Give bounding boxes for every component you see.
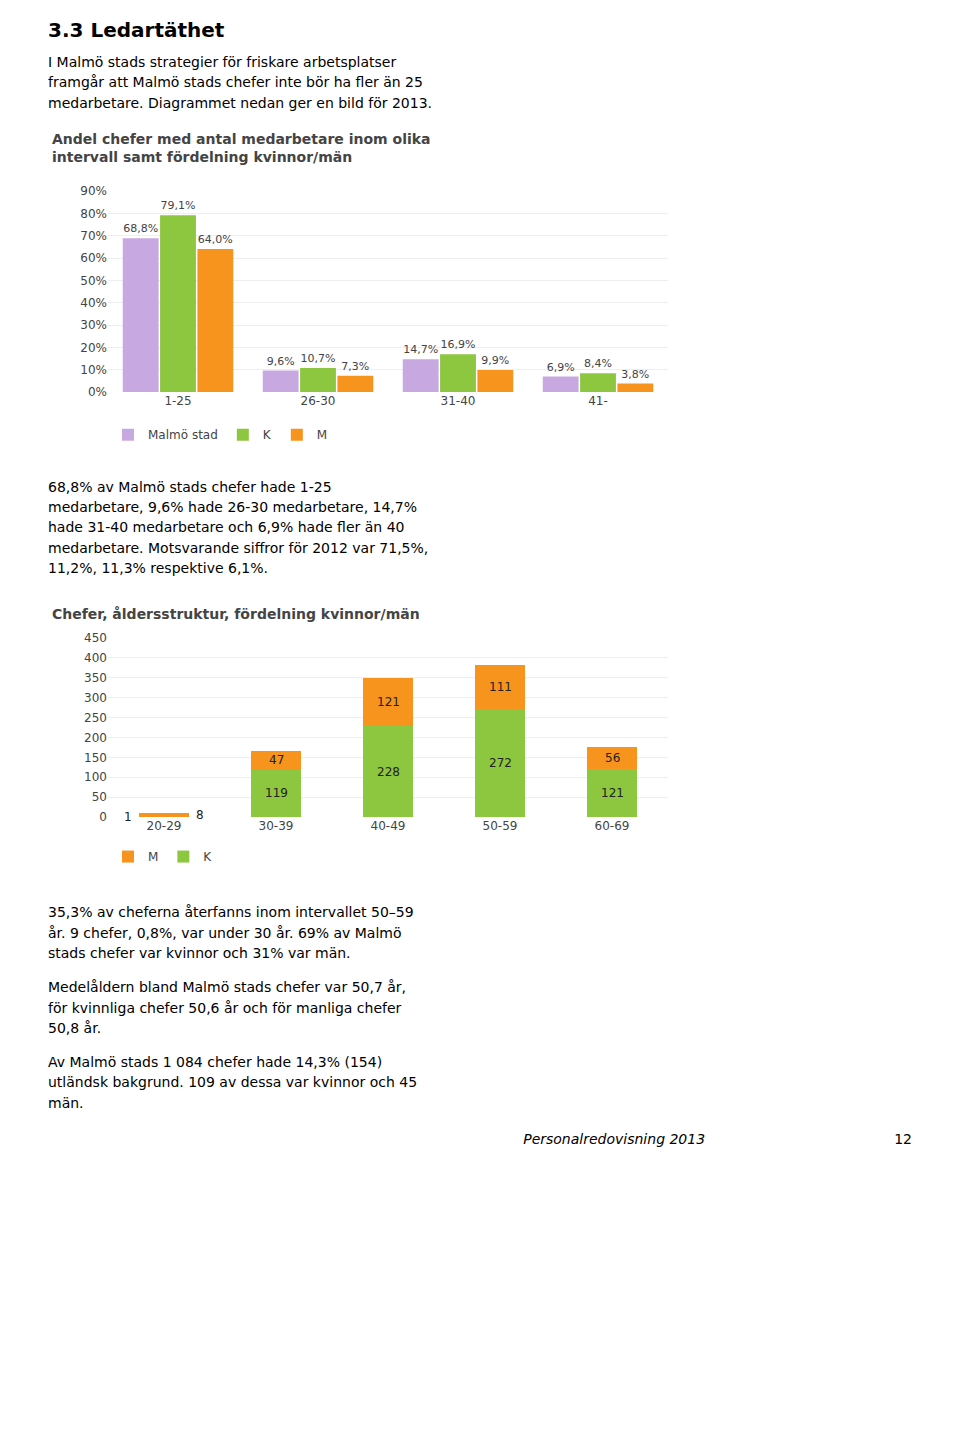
svg-text:272: 272 [489,756,512,770]
svg-text:6,9%: 6,9% [547,360,575,373]
svg-text:47: 47 [269,753,284,767]
svg-text:10%: 10% [80,363,107,377]
html-text:68,8% av Malmö stads chefer ha: 68,8% av Malmö stads chefer hade 1-25 me… [48,478,429,577]
svg-text:56: 56 [605,751,620,765]
svg-text:90%: 90% [80,184,107,198]
svg-text:M: M [148,851,158,865]
svg-text:Malmö stad: Malmö stad [148,428,218,442]
svg-text:0%: 0% [88,385,107,399]
svg-text:50-59: 50-59 [483,819,518,833]
svg-text:200: 200 [84,731,107,745]
svg-text:350: 350 [84,671,107,685]
svg-text:60-69: 60-69 [595,819,630,833]
svg-text:121: 121 [601,786,624,800]
svg-text:0: 0 [99,811,107,825]
svg-text:20%: 20% [80,340,107,354]
svg-text:3,8%: 3,8% [621,367,649,380]
html-text:35,3% av cheferna återfanns in: 35,3% av cheferna återfanns inom interva… [48,904,414,961]
svg-text:20-29: 20-29 [147,819,182,833]
svg-text:10,7%: 10,7% [301,352,336,365]
svg-text:111: 111 [489,680,512,694]
svg-text:Chefer, åldersstruktur, fördel: Chefer, åldersstruktur, fördelning kvinn… [52,606,420,622]
svg-text:30%: 30% [80,318,107,332]
svg-text:9,9%: 9,9% [481,354,509,367]
svg-text:30-39: 30-39 [259,819,294,833]
svg-text:64,0%: 64,0% [198,233,233,246]
html-text:I Malmö stads strategier för f: I Malmö stads strategier för friskare ar… [48,54,432,111]
svg-text:450: 450 [84,632,107,646]
svg-text:119: 119 [265,786,288,800]
svg-text:8,4%: 8,4% [584,357,612,370]
svg-text:1: 1 [124,810,132,824]
html-text:Personalredovisning 2013: Personalredovisning 2013 [523,1131,706,1147]
svg-text:100: 100 [84,771,107,785]
svg-text:M: M [317,428,327,442]
svg-text:60%: 60% [80,251,107,265]
svg-text:14,7%: 14,7% [403,343,438,356]
svg-text:400: 400 [84,651,107,665]
svg-text:50%: 50% [80,273,107,287]
svg-text:7,3%: 7,3% [341,360,369,373]
svg-text:79,1%: 79,1% [161,199,196,212]
html-text:Av Malmö stads 1 084 chefer ha: Av Malmö stads 1 084 chefer hade 14,3% (… [48,1054,418,1111]
svg-text:Andel chefer med antal medarbe: Andel chefer med antal medarbetare inom … [52,131,431,165]
svg-text:70%: 70% [80,229,107,243]
html-text:3.3 Ledartäthet: 3.3 Ledartäthet [48,18,225,42]
html-text:12: 12 [894,1131,912,1147]
svg-text:40-49: 40-49 [371,819,406,833]
svg-text:228: 228 [377,765,400,779]
svg-text:68,8%: 68,8% [123,222,158,235]
svg-text:K: K [263,428,272,442]
svg-text:50: 50 [92,791,107,805]
svg-text:41-: 41- [588,394,608,408]
svg-text:K: K [203,851,212,865]
svg-text:16,9%: 16,9% [441,338,476,351]
html-text:Medelåldern bland Malmö stads: Medelåldern bland Malmö stads chefer var… [48,979,407,1036]
svg-text:250: 250 [84,711,107,725]
svg-text:300: 300 [84,691,107,705]
svg-text:150: 150 [84,751,107,765]
svg-text:1-25: 1-25 [164,394,191,408]
svg-text:80%: 80% [80,206,107,220]
svg-text:8: 8 [196,808,204,822]
svg-text:40%: 40% [80,296,107,310]
svg-text:26-30: 26-30 [301,394,336,408]
svg-text:31-40: 31-40 [441,394,476,408]
svg-text:9,6%: 9,6% [267,354,295,367]
svg-text:121: 121 [377,695,400,709]
